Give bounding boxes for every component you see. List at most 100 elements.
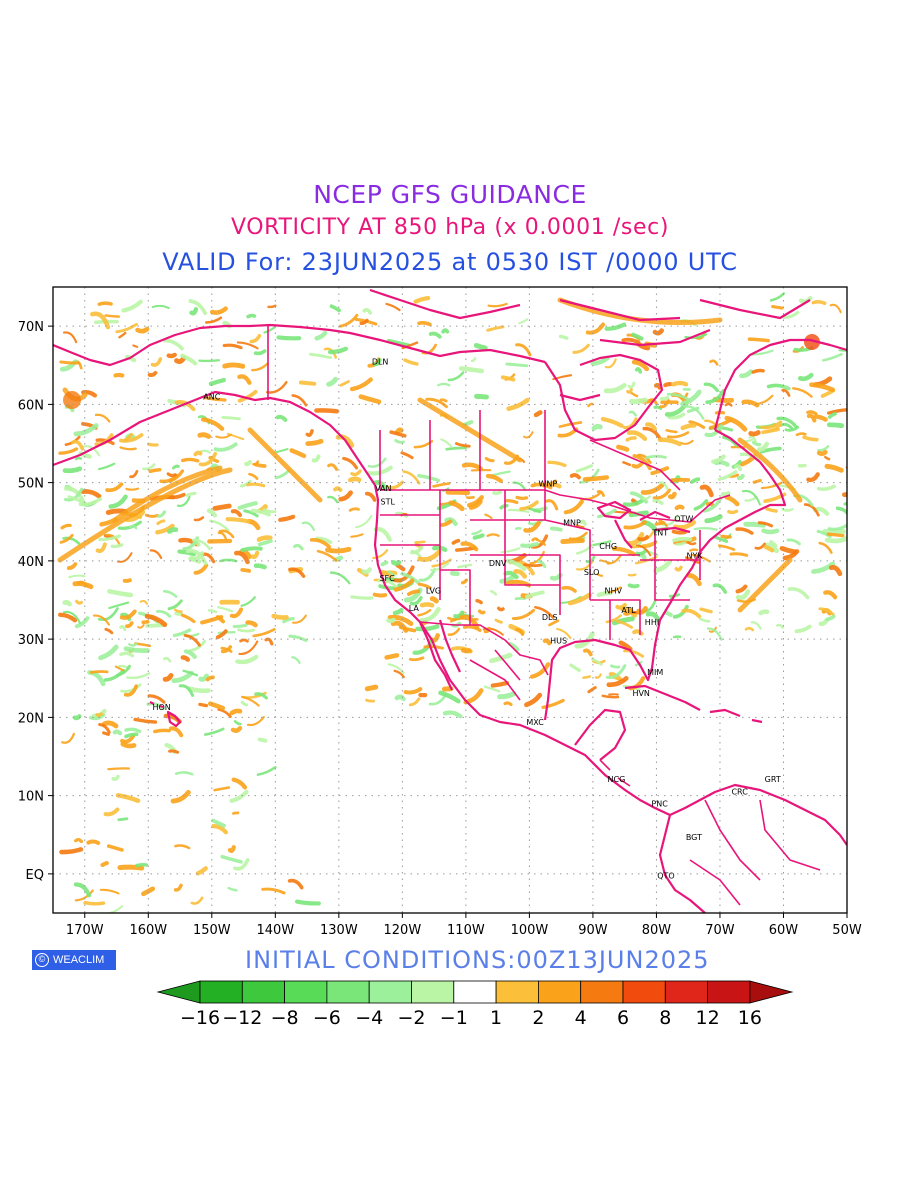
vorticity-streak — [518, 318, 529, 325]
vorticity-streak — [329, 571, 351, 585]
vorticity-streak — [387, 570, 396, 577]
vorticity-streak — [419, 602, 435, 608]
vorticity-streak — [59, 533, 74, 544]
vorticity-streak — [126, 672, 151, 680]
vorticity-streak — [622, 497, 646, 507]
vorticity-streak — [386, 338, 411, 348]
vorticity-streak — [62, 536, 81, 545]
vorticity-streak — [81, 389, 98, 398]
political-boundaries — [267, 325, 821, 906]
vorticity-streak — [372, 592, 388, 598]
vorticity-streak — [437, 382, 451, 387]
vorticity-streak — [781, 388, 791, 397]
vorticity-streak — [600, 416, 624, 428]
vorticity-streak — [410, 545, 424, 555]
vorticity-streak — [186, 548, 208, 566]
vorticity-streak — [688, 420, 706, 429]
vorticity-streak — [392, 607, 404, 616]
city-label-lvg: LVG — [426, 587, 441, 596]
vorticity-streak — [305, 438, 324, 446]
vorticity-streak — [635, 544, 652, 557]
vorticity-streak — [525, 590, 545, 599]
vorticity-streak — [144, 613, 168, 628]
puerto-rico — [751, 718, 763, 724]
vorticity-streak — [207, 609, 218, 614]
vorticity-streak — [765, 507, 778, 513]
vorticity-streak — [168, 749, 180, 754]
vorticity-streak — [627, 381, 636, 389]
vorticity-streak — [603, 383, 627, 394]
vorticity-streak — [122, 432, 134, 443]
vorticity-streak — [183, 633, 201, 647]
vorticity-streak — [107, 767, 131, 771]
vorticity-streak — [185, 491, 197, 497]
vorticity-streak — [658, 519, 668, 528]
vorticity-streak — [203, 727, 225, 736]
colorbar-swatch — [411, 980, 455, 1004]
vorticity-streak — [264, 637, 274, 646]
lat-tick-label: EQ — [26, 868, 44, 883]
vorticity-streak — [66, 562, 78, 571]
vorticity-streak — [631, 359, 650, 372]
vorticity-streak — [507, 508, 530, 513]
vorticity-streak — [234, 550, 250, 565]
vorticity-streak — [80, 489, 102, 499]
vorticity-streak — [622, 417, 638, 430]
vorticity-streak — [560, 538, 585, 545]
labrador-coast — [713, 338, 847, 431]
vorticity-streak — [183, 649, 197, 659]
vorticity-streak — [180, 613, 196, 624]
city-label-mim: MIM — [647, 668, 663, 677]
vorticity-streak — [506, 397, 530, 412]
vorticity-streak — [748, 435, 757, 444]
vorticity-streak — [103, 807, 120, 817]
vorticity-streak — [95, 712, 104, 717]
vorticity-streak — [222, 362, 246, 369]
vorticity-streak — [125, 621, 134, 628]
yucatan — [574, 708, 627, 761]
alaska-coastline — [53, 323, 546, 367]
vorticity-streak — [418, 567, 437, 582]
vorticity-streak — [237, 389, 258, 403]
vorticity-streak — [153, 728, 171, 734]
vorticity-streak — [135, 326, 150, 334]
vorticity-streak — [275, 414, 288, 422]
vorticity-streak — [403, 358, 419, 366]
vorticity-streak — [123, 646, 150, 653]
vorticity-streak — [547, 460, 567, 468]
city-label-atl: ATL — [621, 606, 636, 615]
vorticity-band — [112, 465, 223, 523]
vorticity-streak — [358, 394, 382, 405]
vorticity-streak — [803, 503, 820, 517]
lon-tick-label: 70W — [705, 923, 735, 938]
vorticity-streak — [74, 837, 84, 844]
vorticity-streak — [491, 470, 511, 477]
vorticity-streak — [205, 675, 215, 682]
vorticity-streak — [727, 509, 739, 515]
vorticity-streak — [549, 526, 563, 532]
vorticity-streak — [59, 847, 84, 855]
vorticity-streak — [133, 717, 158, 724]
vorticity-streak — [653, 559, 672, 574]
vorticity-streak — [684, 333, 708, 340]
vorticity-streak — [758, 609, 770, 616]
vorticity-streak — [400, 451, 414, 460]
vorticity-streak — [413, 295, 431, 304]
vorticity-streak — [289, 448, 307, 459]
colorbar-swatch — [284, 980, 328, 1004]
vorticity-streak — [822, 352, 843, 362]
vorticity-streak — [227, 886, 238, 892]
vorticity-streak — [57, 612, 78, 623]
vorticity-streak — [769, 292, 786, 302]
vorticity-streak — [243, 509, 259, 518]
city-label-hvn: HVN — [632, 689, 649, 698]
lon-tick-label: 140W — [256, 923, 294, 938]
vorticity-streak — [606, 676, 629, 688]
vorticity-streak — [338, 313, 359, 328]
vorticity-streak — [288, 567, 306, 578]
vorticity-streak — [818, 607, 835, 616]
vorticity-streak — [262, 508, 277, 514]
vorticity-streak — [174, 611, 183, 616]
vorticity-streak — [339, 380, 350, 387]
vorticity-streak — [776, 623, 784, 629]
